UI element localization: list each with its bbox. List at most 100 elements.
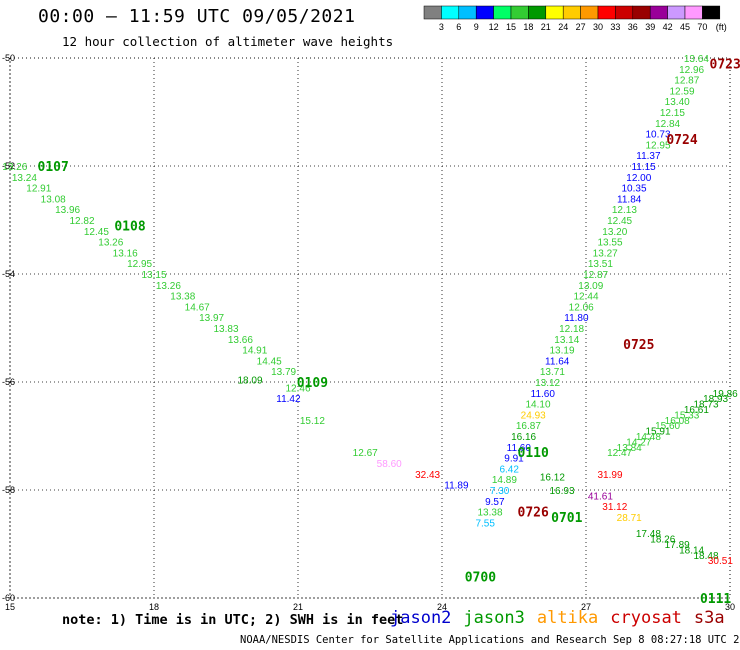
colorbar-label: 70: [697, 22, 707, 32]
satellite-legend-item: altika: [536, 608, 599, 628]
data-point-label: 12.45: [607, 216, 632, 227]
data-point-label: 7.30: [490, 486, 510, 497]
x-tick-label: 21: [293, 602, 303, 612]
data-point-label: 17.48: [636, 529, 661, 540]
x-tick-label: 27: [581, 602, 591, 612]
data-point-label: 12.06: [569, 302, 594, 313]
data-point-label: 11.80: [564, 313, 589, 324]
data-point-label: 15.60: [655, 421, 680, 432]
track-time-label: 0723: [710, 57, 740, 72]
data-point-label: 32.43: [415, 470, 440, 481]
data-point-label: 13.12: [535, 378, 560, 389]
data-point-label: 13.14: [554, 335, 579, 346]
data-point-label: 9.57: [485, 497, 505, 508]
data-point-label: 13.26: [2, 162, 27, 173]
data-point-label: 30.51: [708, 556, 733, 567]
y-tick-label: -54: [2, 269, 15, 279]
colorbar-swatch: [615, 5, 634, 20]
x-tick-label: 18: [149, 602, 159, 612]
colorbar-swatch: [562, 5, 581, 20]
chart-grid: 15 18 21 24 27 30 -50 -52 -54 -56 -58 -60: [2, 53, 735, 612]
satellite-legend-item: jason2: [390, 608, 452, 628]
data-point-label: 16.93: [549, 486, 574, 497]
data-point-label: 16.12: [540, 473, 565, 484]
footer-credit: NOAA/NESDIS Center for Satellite Applica…: [240, 634, 740, 646]
colorbar-swatch: [510, 5, 529, 20]
colorbar-label: 36: [628, 22, 638, 32]
data-point-label: 9.91: [504, 454, 524, 465]
data-point-label: 7.55: [475, 518, 495, 529]
data-point-label: 13.08: [41, 194, 66, 205]
colorbar-label: 18: [523, 22, 533, 32]
data-point-label: 13.24: [12, 173, 37, 184]
data-point-label: 11.15: [631, 162, 656, 173]
data-point-label: 24.93: [521, 410, 546, 421]
data-point-label: 13.38: [477, 508, 502, 519]
data-point-label: 16.87: [516, 421, 541, 432]
colorbar-label: 6: [456, 22, 461, 32]
data-point-label: 13.26: [156, 281, 181, 292]
data-point-label: 14.48: [636, 432, 661, 443]
x-tick-label: 24: [437, 602, 447, 612]
satellite-legend-item: s3a: [693, 608, 725, 628]
data-point-label: 13.51: [588, 259, 613, 270]
colorbar-label: 39: [645, 22, 655, 32]
data-point-label: 14.27: [626, 437, 651, 448]
data-point-label: 12.95: [127, 259, 152, 270]
y-tick-label: -56: [2, 377, 15, 387]
track-time-label: 0108: [114, 219, 145, 234]
track-time-label: 0701: [551, 511, 582, 526]
data-point-label: 12.47: [607, 448, 632, 459]
data-point-label: 17.89: [665, 540, 690, 551]
colorbar-swatch: [475, 5, 494, 20]
colorbar-swatch: [667, 5, 686, 20]
data-point-label: 13.96: [55, 205, 80, 216]
colorbar-swatch: [580, 5, 599, 20]
colorbar-label: 45: [680, 22, 690, 32]
data-point-label: 10.73: [645, 130, 670, 141]
data-point-label: 18.14: [679, 545, 704, 556]
satellite-legend-item: cryosat: [610, 608, 682, 628]
data-point-label: 13.40: [665, 97, 690, 108]
colorbar-label: 30: [593, 22, 603, 32]
page-subtitle: 12 hour collection of altimeter wave hei…: [62, 34, 394, 49]
colorbar-swatch: [441, 5, 460, 20]
data-point-label: 12.82: [69, 216, 94, 227]
colorbar-label: 15: [506, 22, 516, 32]
colorbar-unit: (ft): [716, 22, 727, 32]
colorbar-label: 21: [541, 22, 551, 32]
x-tick-label: 15: [5, 602, 15, 612]
footer-note: note: 1) Time is in UTC; 2) SWH is in fe…: [62, 612, 404, 628]
colorbar-label: 27: [576, 22, 586, 32]
data-point-label: 12.84: [655, 119, 680, 130]
colorbar-label: 9: [474, 22, 479, 32]
data-point-label: 12.91: [26, 184, 51, 195]
data-point-label: 14.91: [242, 346, 267, 357]
data-point-label: 12.13: [612, 205, 637, 216]
data-point-label: 13.71: [540, 367, 565, 378]
data-point-label: 12.87: [674, 76, 699, 87]
data-point-label: 13.64: [684, 54, 709, 65]
data-point-label: 13.20: [602, 227, 627, 238]
data-point-label: 11.64: [545, 356, 570, 367]
data-point-label: 19.86: [713, 389, 738, 400]
data-point-label: 12.96: [679, 65, 704, 76]
y-tick-label: -52: [2, 161, 15, 171]
data-point-label: 11.84: [617, 194, 642, 205]
colorbar-swatch: [545, 5, 564, 20]
colorbar-label: 3: [439, 22, 444, 32]
data-point-label: 11.37: [636, 151, 661, 162]
data-point-label: 13.15: [141, 270, 166, 281]
colorbar-swatch: [649, 5, 668, 20]
y-tick-label: -58: [2, 485, 15, 495]
data-point-label: 16.61: [684, 405, 709, 416]
data-point-label: 13.26: [98, 238, 123, 249]
y-tick-label: -50: [2, 53, 15, 63]
track-time-label: 0111: [700, 592, 731, 607]
colorbar-swatch: [423, 5, 442, 20]
data-point-label: 13.16: [113, 248, 138, 259]
data-point-label: 12.45: [84, 227, 109, 238]
data-point-label: 16.16: [511, 432, 536, 443]
data-point-label: 18.93: [703, 394, 728, 405]
